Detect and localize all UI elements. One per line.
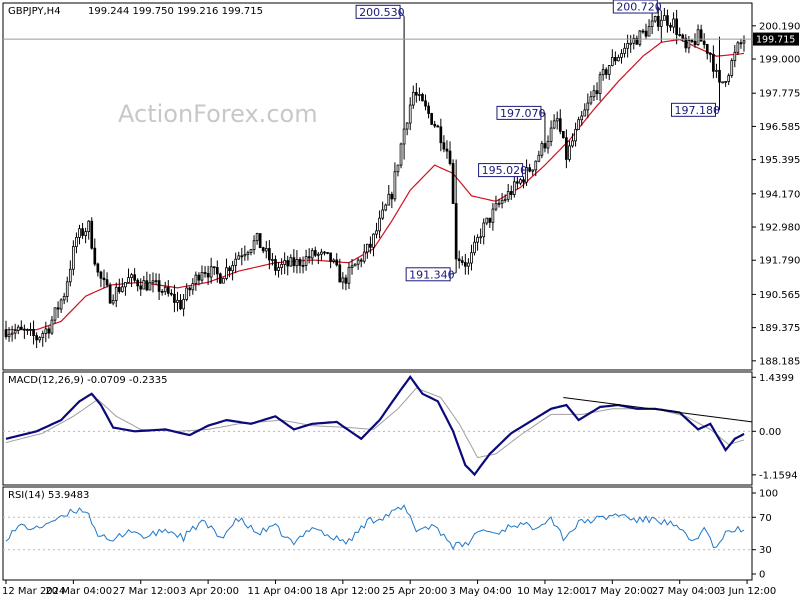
price-tick-label: 189.375: [759, 323, 800, 334]
time-tick-label: 3 Jun 12:00: [719, 586, 776, 597]
candle: [452, 159, 454, 204]
candle: [109, 283, 111, 304]
last-price-tag: 199.715: [753, 33, 799, 46]
price-tick-label: 196.585: [759, 122, 800, 133]
price-annotation-label: 191.340: [409, 268, 455, 281]
candle: [385, 204, 387, 212]
price-annotation: 195.020: [479, 164, 528, 178]
candle: [541, 141, 543, 158]
price-annotation-label: 200.530: [359, 6, 405, 19]
macd-tick-label: 1.4399: [759, 373, 794, 384]
candle: [91, 217, 93, 249]
price-tick-label: 191.790: [759, 256, 800, 267]
price-tick-label: 195.395: [759, 155, 800, 166]
candle: [259, 233, 261, 247]
time-tick-label: 27 Mar 12:00: [113, 586, 180, 597]
price-axis: 200.190 199.000 197.775 196.585 195.395 194.1…: [752, 21, 800, 367]
price-annotation: 197.070: [497, 106, 546, 120]
candle: [562, 131, 564, 139]
price-annotation: 200.720: [613, 0, 662, 14]
price-tick-label: 188.185: [759, 356, 800, 367]
time-tick-label: 10 May 12:00: [517, 586, 586, 597]
price-pane-frame: [3, 3, 752, 370]
macd-axis: 1.4399 0.00 -1.1594: [752, 373, 798, 482]
rsi-title: RSI(14) 53.9483: [8, 490, 89, 501]
rsi-axis: 100 70 30 0: [752, 489, 778, 581]
symbol-label: GBPJPY,H4: [8, 6, 61, 17]
price-annotation-label: 200.720: [616, 1, 662, 14]
time-tick-label: 20 Mar 04:00: [45, 586, 112, 597]
rsi-tick-label: 100: [759, 489, 778, 500]
candle: [431, 113, 433, 125]
time-tick-label: 3 Apr 20:00: [180, 586, 239, 597]
last-price-label: 199.715: [756, 35, 795, 46]
ohlc-label: 199.244 199.750 199.216 199.715: [88, 6, 263, 17]
price-annotation: 200.530: [356, 5, 405, 19]
candle: [731, 58, 733, 78]
rsi-tick-label: 0: [759, 570, 765, 581]
macd-tick-label: 0.00: [759, 427, 781, 438]
macd-title: MACD(12,26,9) -0.0709 -0.2335: [8, 375, 168, 386]
time-axis: 12 Mar 202420 Mar 04:00 27 Mar 12:00 3 Apr…: [2, 580, 776, 597]
time-tick-label: 3 May 04:00: [450, 586, 512, 597]
time-tick-label: 25 Apr 20:00: [382, 586, 447, 597]
candle: [422, 93, 424, 102]
time-tick-label: 18 Apr 12:00: [315, 586, 380, 597]
price-tick-label: 190.565: [759, 290, 800, 301]
time-tick-label: 27 May 04:00: [652, 586, 721, 597]
price-annotation: 191.340: [406, 268, 456, 282]
price-tick-label: 194.170: [759, 189, 800, 200]
rsi-pane: 100 70 30 0 RSI(14) 53.9483: [3, 487, 778, 581]
macd-tick-label: -1.1594: [759, 470, 798, 481]
rsi-tick-label: 30: [759, 545, 772, 556]
rsi-tick-label: 70: [759, 513, 772, 524]
time-tick-label: 11 Apr 04:00: [247, 586, 312, 597]
price-tick-label: 200.190: [759, 21, 800, 32]
price-tick-label: 197.775: [759, 89, 800, 100]
rsi-pane-frame: [3, 487, 752, 580]
macd-pane: 1.4399 0.00 -1.1594 MACD(12,26,9) -0.0709 …: [3, 372, 798, 485]
candle: [400, 143, 402, 169]
price-annotation-label: 197.070: [500, 107, 546, 120]
price-annotation: 197.180: [672, 103, 721, 117]
price-annotation-label: 197.180: [675, 104, 721, 117]
time-tick-label: 17 May 20:00: [584, 586, 653, 597]
price-tick-label: 192.980: [759, 223, 800, 234]
candle: [639, 30, 641, 47]
candle: [219, 273, 221, 284]
watermark: ActionForex.com: [118, 100, 318, 128]
price-tick-label: 199.000: [759, 55, 800, 66]
price-pane: ActionForex.com 200.190 199.000 197.775 196…: [3, 0, 800, 370]
price-annotation-label: 195.020: [482, 164, 528, 177]
candle: [722, 82, 724, 84]
candle: [222, 278, 224, 284]
